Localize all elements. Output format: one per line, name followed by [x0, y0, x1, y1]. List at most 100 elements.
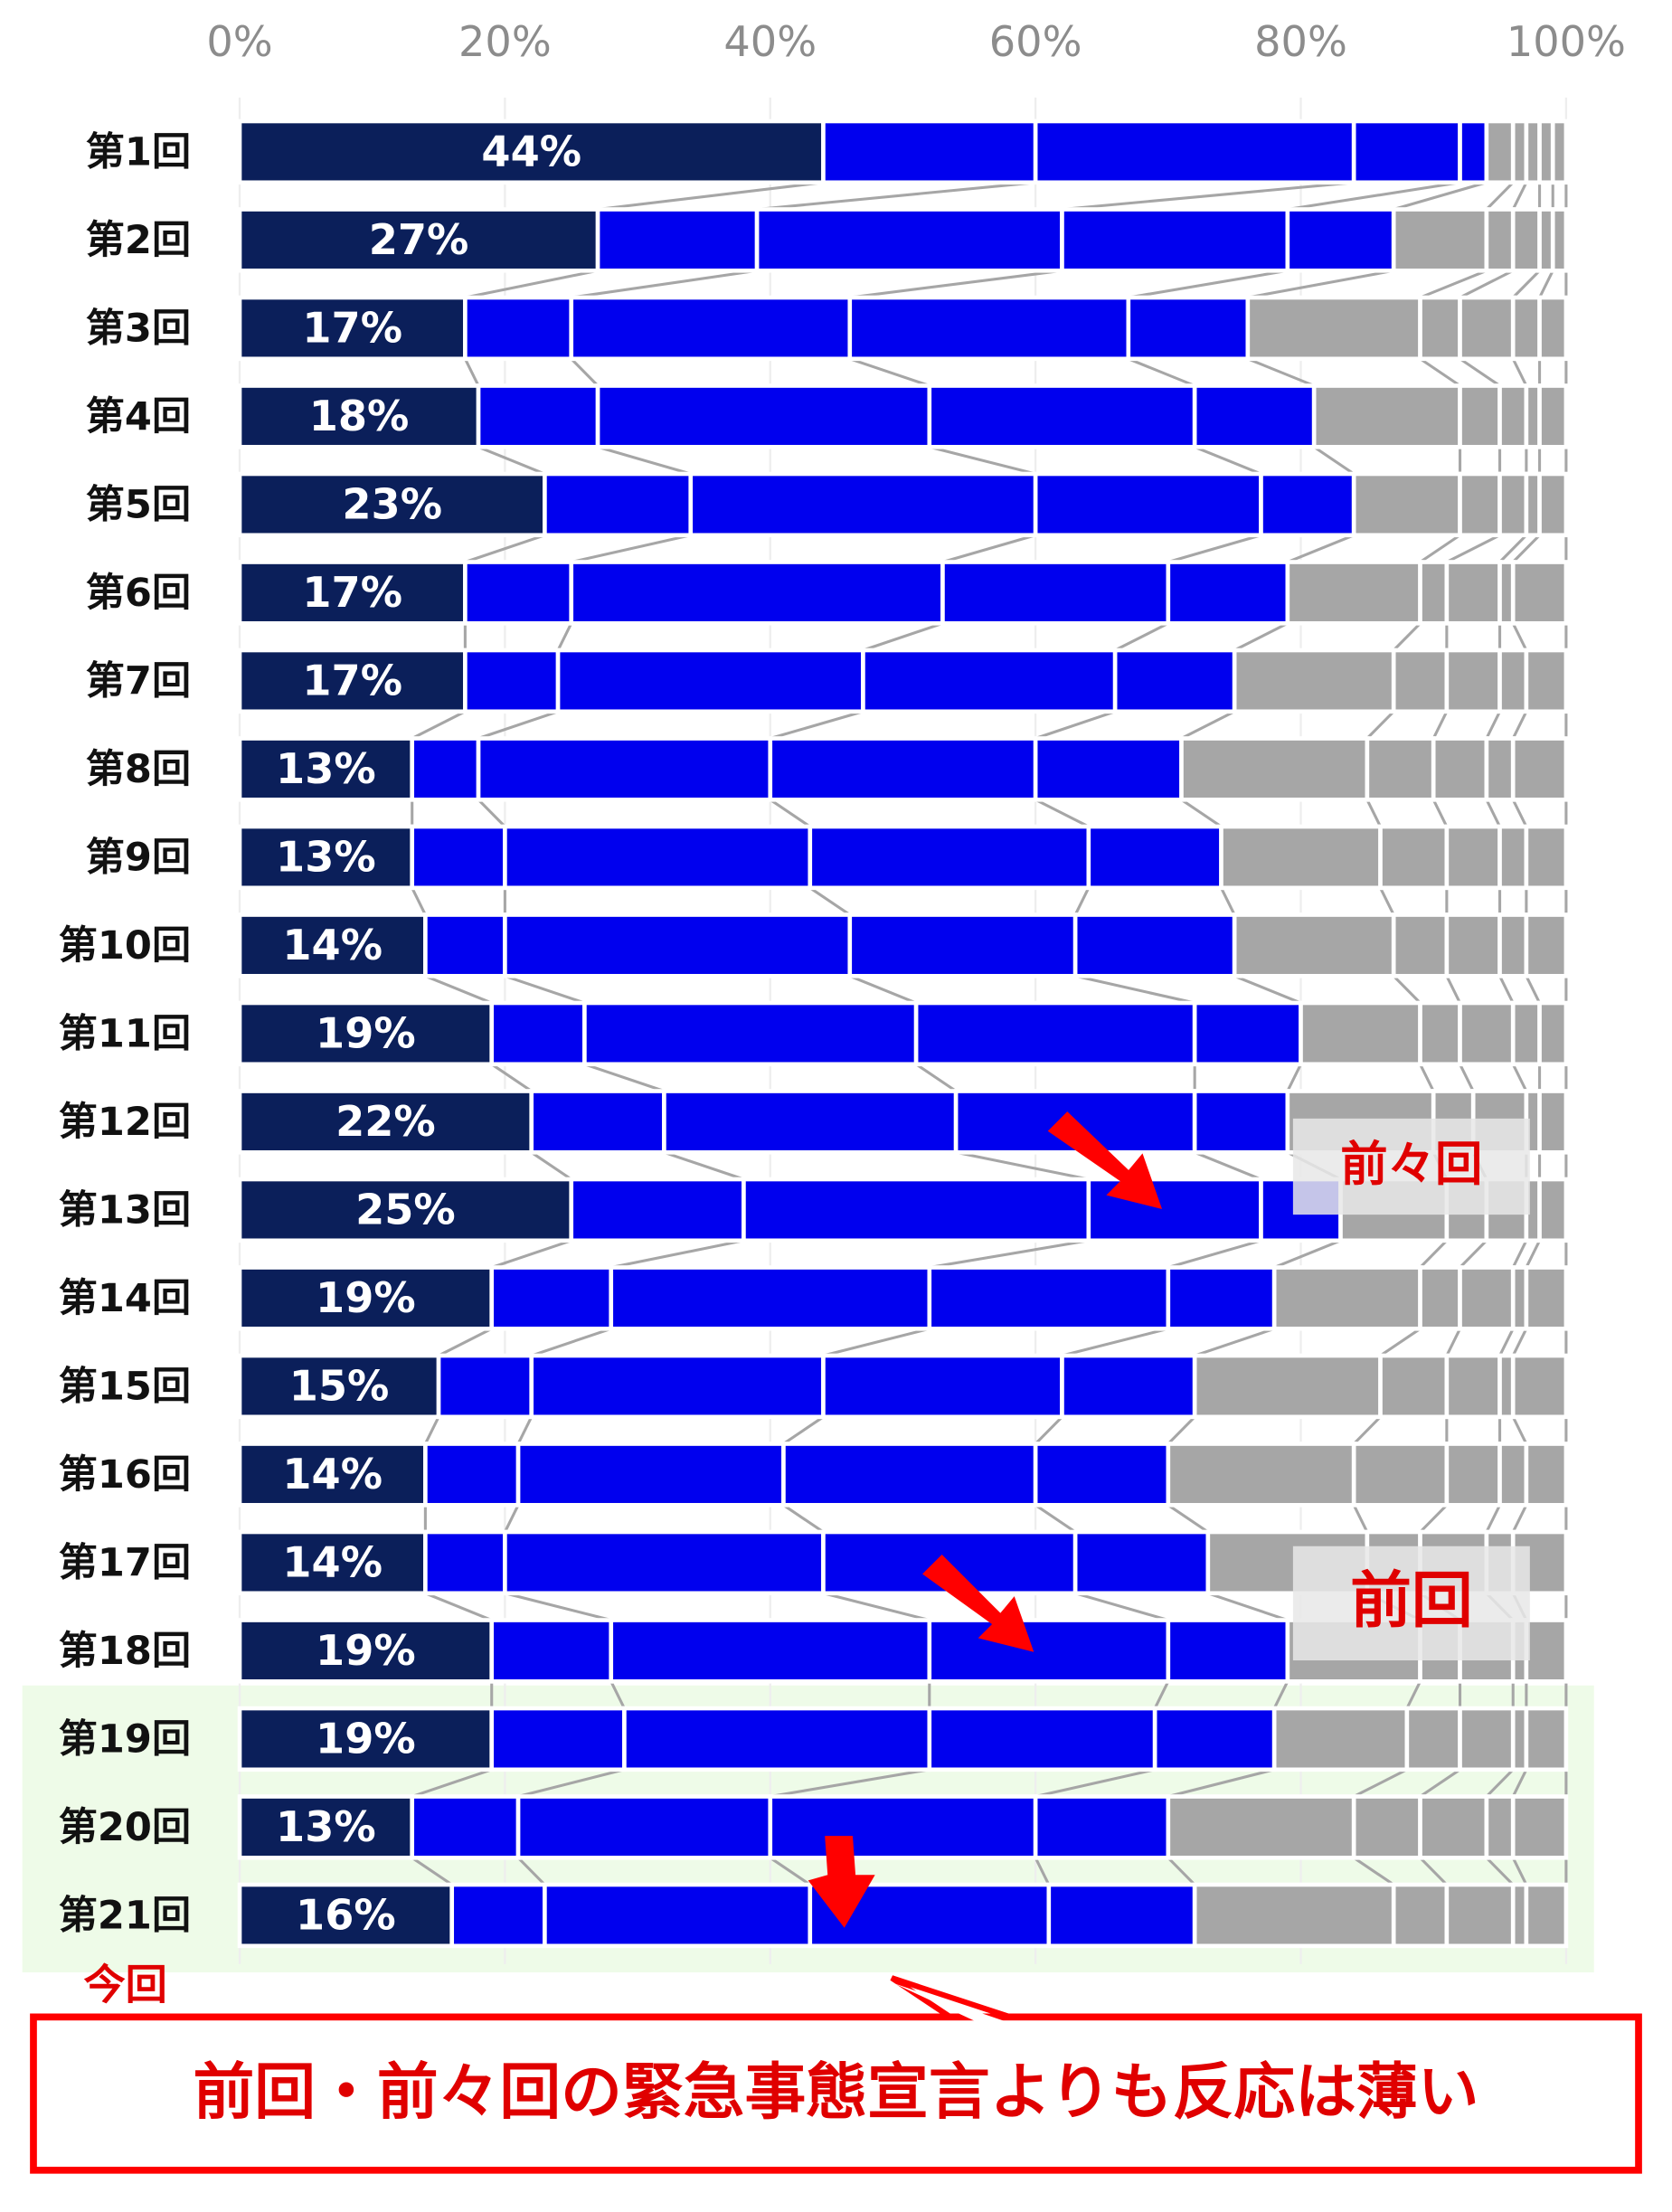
connector [1393, 181, 1488, 211]
connector [424, 1592, 493, 1621]
connector [477, 799, 506, 828]
bar-segment [1378, 1353, 1450, 1420]
connector [1431, 711, 1449, 740]
bar-segment [1259, 471, 1356, 538]
connector [1419, 534, 1461, 563]
bar-segment [476, 383, 600, 449]
connector [1167, 1239, 1261, 1270]
connector [1525, 975, 1541, 1004]
bar-segment [1524, 1882, 1569, 1949]
connector [1498, 534, 1527, 563]
connector [531, 1327, 612, 1357]
data-label: 23% [342, 479, 442, 528]
bar-segment [1537, 1000, 1569, 1067]
bar-segment [1497, 1442, 1529, 1508]
bar-segment [1033, 736, 1184, 802]
bar-segment [1060, 1353, 1197, 1420]
data-label: 13% [276, 744, 376, 793]
message: 前回・前々回の緊急事態宣言よりも反応は薄い [194, 2056, 1479, 2128]
bar-segment [529, 1353, 826, 1420]
bar-segment [1524, 1265, 1569, 1331]
connector [1459, 1239, 1488, 1269]
bar-segment [1444, 824, 1502, 891]
bar-segment [237, 736, 415, 802]
bar-segment [463, 648, 561, 714]
bar-segment [503, 824, 813, 891]
bar-segment [1510, 1794, 1569, 1860]
connector [1273, 1239, 1342, 1269]
bar-segment [1418, 1000, 1462, 1067]
bar-segment [821, 118, 1038, 185]
data-label: 13% [276, 832, 376, 881]
bar-segment [503, 1529, 826, 1596]
bar-segment [237, 1442, 428, 1508]
connector [1459, 1063, 1475, 1092]
bar-segment [1271, 1265, 1422, 1331]
connector [849, 357, 930, 387]
bar-segment [489, 1265, 614, 1331]
connector [1167, 1857, 1196, 1886]
connector [1419, 1239, 1448, 1269]
bar-segment [237, 824, 415, 891]
connector [1073, 887, 1091, 916]
y-tick-label: 第17回 [59, 1540, 191, 1585]
annotation: 前回 [1350, 1564, 1473, 1636]
connector [942, 534, 1036, 563]
y-tick-label: 第13回 [59, 1187, 191, 1233]
bar-segment [1458, 383, 1502, 449]
bar-segment [742, 1177, 1091, 1243]
connector [1287, 181, 1460, 212]
bar-segment [1484, 736, 1516, 802]
connector [438, 1327, 493, 1357]
bar-segment [595, 207, 760, 273]
bar-segment [1458, 1265, 1516, 1331]
bar-segment [1458, 118, 1489, 185]
connector [610, 1239, 744, 1270]
connector [464, 534, 545, 563]
bar-segment [1550, 207, 1569, 273]
connector [1353, 1857, 1395, 1886]
connector [1511, 799, 1528, 827]
bar-segment [927, 1706, 1157, 1772]
connector [1419, 357, 1461, 387]
data-label: 19% [316, 1626, 416, 1675]
connector [1511, 1240, 1528, 1269]
bar-segment [1458, 1000, 1516, 1067]
bar-segment [489, 1618, 614, 1684]
data-label: 18% [309, 392, 410, 440]
bar-segment [1351, 1794, 1422, 1860]
bar-segment [237, 1177, 574, 1243]
connector [849, 974, 917, 1005]
connector [1167, 1415, 1196, 1445]
y-tick-label: 第15回 [59, 1364, 191, 1409]
y-tick-label: 第9回 [86, 835, 191, 880]
bar-segment [768, 1794, 1038, 1860]
bar-segment [847, 912, 1078, 978]
connector [1128, 357, 1195, 387]
bar-segment [1537, 383, 1569, 449]
bar-segment [1524, 1442, 1569, 1508]
bar-segment [1232, 912, 1396, 978]
bar-segment [1351, 118, 1462, 185]
connector [1034, 1857, 1051, 1886]
bar-segment [595, 383, 932, 449]
connector [424, 1416, 440, 1445]
annotation-bg [1292, 1546, 1530, 1661]
y-tick-label: 第12回 [59, 1100, 191, 1145]
bar-segment [1072, 1529, 1211, 1596]
data-label: 14% [282, 1450, 383, 1498]
bar-segment [237, 648, 468, 714]
bar-segment [515, 1794, 773, 1860]
bar-segment [423, 912, 507, 978]
bar-segment [1351, 1442, 1450, 1508]
y-tick-label: 第4回 [86, 394, 191, 440]
bar-segment [1484, 118, 1516, 185]
connector [1511, 622, 1528, 651]
bar-segment [1086, 824, 1223, 891]
bar-segment [1192, 1353, 1383, 1420]
connector [1485, 181, 1515, 211]
connector [1034, 710, 1116, 740]
x-tick-label: 20% [458, 17, 552, 66]
connector [1220, 887, 1236, 916]
connector [1512, 534, 1541, 563]
